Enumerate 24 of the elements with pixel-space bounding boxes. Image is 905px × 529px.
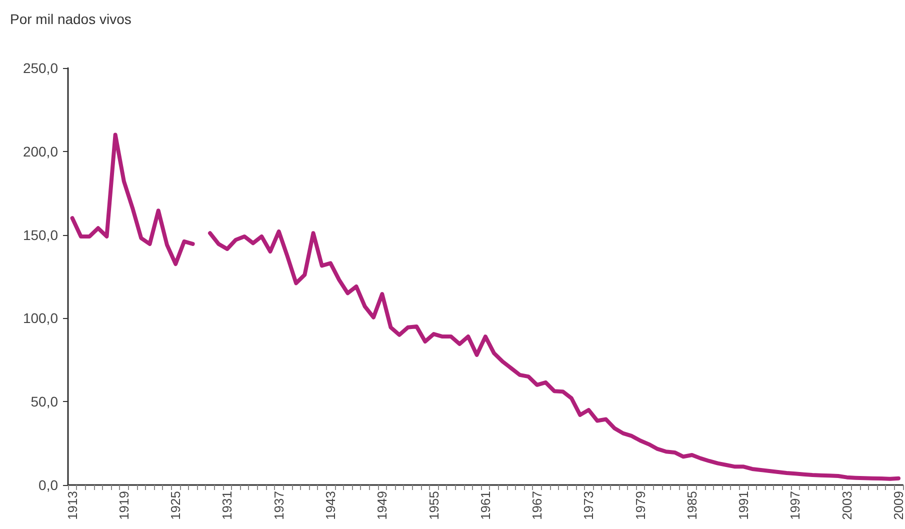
y-tick-label: 100,0 xyxy=(22,310,58,326)
x-tick-label: 1967 xyxy=(530,491,545,520)
y-tick-label: 50,0 xyxy=(30,394,58,410)
x-tick-label: 1997 xyxy=(788,491,803,520)
y-tick-label: 0,0 xyxy=(38,477,58,493)
x-tick-label: 1913 xyxy=(64,491,80,520)
x-tick-label: 1931 xyxy=(220,491,235,520)
y-tick-label: 250,0 xyxy=(22,60,58,76)
x-tick-label: 1943 xyxy=(322,491,338,520)
x-tick-label: 1985 xyxy=(684,491,700,520)
y-tick-label: 200,0 xyxy=(22,143,58,160)
y-tick-label: 150,0 xyxy=(22,226,58,243)
x-tick-label: 1991 xyxy=(736,491,752,520)
x-tick-label: 1979 xyxy=(632,491,648,520)
x-tick-label: 1973 xyxy=(581,491,596,520)
x-tick-label: 1937 xyxy=(271,491,286,520)
x-tick-label: 2003 xyxy=(839,491,854,520)
x-tick-label: 1919 xyxy=(116,491,132,520)
x-tick-label: 1955 xyxy=(426,491,442,520)
y-axis-title: Por mil nados vivos xyxy=(10,11,132,27)
x-tick-label: 2009 xyxy=(891,491,905,520)
x-tick-label: 1925 xyxy=(168,491,184,520)
x-tick-label: 1961 xyxy=(478,491,493,520)
x-tick-label: 1949 xyxy=(374,491,390,520)
